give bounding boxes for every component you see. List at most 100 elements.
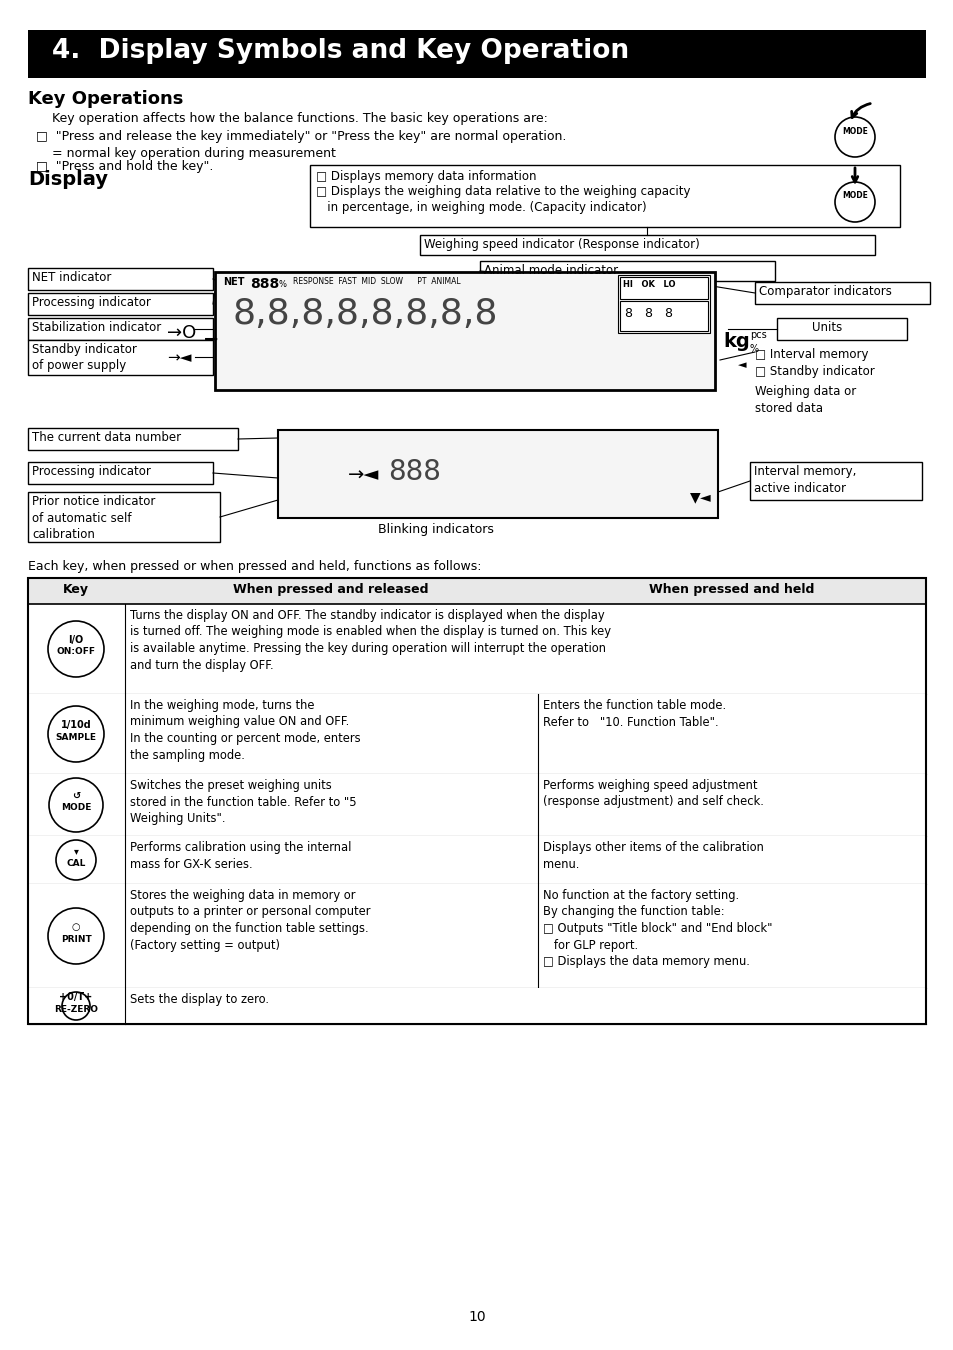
Text: I/O: I/O <box>69 634 84 645</box>
Bar <box>28 293 213 315</box>
Bar <box>619 277 707 298</box>
Bar <box>28 836 925 884</box>
Text: Stores the weighing data in memory or
outputs to a printer or personal computer
: Stores the weighing data in memory or ou… <box>130 890 370 952</box>
Text: pcs: pcs <box>749 329 766 340</box>
Text: □ Interval memory
□ Standby indicator: □ Interval memory □ Standby indicator <box>754 348 874 378</box>
Text: NET: NET <box>223 277 244 288</box>
Text: RESPONSE  FAST  MID  SLOW      PT  ANIMAL: RESPONSE FAST MID SLOW PT ANIMAL <box>293 277 460 286</box>
Text: ↺: ↺ <box>71 791 80 801</box>
Bar <box>28 462 213 485</box>
Text: 888: 888 <box>250 277 279 292</box>
Text: Key: Key <box>63 583 89 595</box>
Bar <box>28 269 213 290</box>
Text: Each key, when pressed or when pressed and held, functions as follows:: Each key, when pressed or when pressed a… <box>28 560 481 572</box>
Bar <box>28 30 925 78</box>
Text: Interval memory,
active indicator: Interval memory, active indicator <box>753 464 856 494</box>
Circle shape <box>48 909 104 964</box>
Bar <box>776 319 906 340</box>
Bar <box>28 428 237 450</box>
Text: □  "Press and hold the key".: □ "Press and hold the key". <box>36 161 213 173</box>
Circle shape <box>62 992 90 1021</box>
Text: Display: Display <box>28 170 108 189</box>
Text: Performs weighing speed adjustment
(response adjustment) and self check.: Performs weighing speed adjustment (resp… <box>542 779 763 809</box>
Text: □ Displays the weighing data relative to the weighing capacity
   in percentage,: □ Displays the weighing data relative to… <box>315 185 690 215</box>
Text: Blinking indicators: Blinking indicators <box>377 522 494 536</box>
Text: MODE: MODE <box>841 127 867 135</box>
Text: MODE: MODE <box>61 803 91 813</box>
Text: Turns the display ON and OFF. The standby indicator is displayed when the displa: Turns the display ON and OFF. The standb… <box>130 609 610 671</box>
Text: No function at the factory setting.
By changing the function table:
□ Outputs "T: No function at the factory setting. By c… <box>542 890 772 968</box>
Circle shape <box>834 117 874 157</box>
Text: −: − <box>203 329 219 350</box>
Circle shape <box>49 778 103 832</box>
Text: kg: kg <box>722 332 749 351</box>
Text: Stabilization indicator: Stabilization indicator <box>32 321 161 333</box>
Text: □  "Press and release the key immediately" or "Press the key" are normal operati: □ "Press and release the key immediately… <box>36 130 566 159</box>
Text: Key operation affects how the balance functions. The basic key operations are:: Key operation affects how the balance fu… <box>52 112 547 126</box>
Text: Units: Units <box>811 321 841 333</box>
Text: 10: 10 <box>468 1310 485 1324</box>
Text: ○: ○ <box>71 922 80 931</box>
Bar <box>28 578 925 603</box>
Text: 8,8,8,8,8,8,8,8: 8,8,8,8,8,8,8,8 <box>233 297 498 331</box>
Bar <box>28 603 925 694</box>
Text: Displays other items of the calibration
menu.: Displays other items of the calibration … <box>542 841 763 871</box>
Text: MODE: MODE <box>841 192 867 201</box>
Text: ◄: ◄ <box>738 360 745 370</box>
Text: HI   OK   LO: HI OK LO <box>622 279 675 289</box>
Text: 4.  Display Symbols and Key Operation: 4. Display Symbols and Key Operation <box>52 38 628 63</box>
Bar <box>28 884 925 988</box>
Text: In the weighing mode, turns the
minimum weighing value ON and OFF.
In the counti: In the weighing mode, turns the minimum … <box>130 699 360 761</box>
Bar <box>28 694 925 774</box>
Bar <box>28 774 925 836</box>
Bar <box>618 275 709 333</box>
Text: The current data number: The current data number <box>32 431 181 444</box>
Text: PRINT: PRINT <box>61 934 91 944</box>
Text: ◄: ◄ <box>700 490 710 504</box>
Text: □ Displays memory data information: □ Displays memory data information <box>315 170 536 184</box>
Text: Sets the display to zero.: Sets the display to zero. <box>130 994 269 1006</box>
Bar <box>28 340 213 375</box>
Text: Comparator indicators: Comparator indicators <box>759 285 891 298</box>
Bar <box>28 578 925 1025</box>
Bar <box>28 988 925 1025</box>
Circle shape <box>48 621 104 676</box>
Text: Key Operations: Key Operations <box>28 90 183 108</box>
Circle shape <box>834 182 874 221</box>
Text: Standby indicator
of power supply: Standby indicator of power supply <box>32 343 136 373</box>
Text: CAL: CAL <box>67 859 86 868</box>
Text: 8   8   8: 8 8 8 <box>624 306 672 320</box>
Text: Weighing speed indicator (Response indicator): Weighing speed indicator (Response indic… <box>423 238 699 251</box>
Bar <box>754 282 929 304</box>
Text: %: % <box>749 344 759 354</box>
Text: SAMPLE: SAMPLE <box>55 733 96 741</box>
Text: →◄: →◄ <box>348 464 379 485</box>
Text: ▾: ▾ <box>73 846 78 856</box>
Bar <box>28 319 213 340</box>
Text: Processing indicator: Processing indicator <box>32 296 151 309</box>
Text: RE-ZERO: RE-ZERO <box>54 1004 98 1014</box>
Circle shape <box>48 706 104 761</box>
Text: →◄: →◄ <box>167 350 192 365</box>
Text: Performs calibration using the internal
mass for GX-K series.: Performs calibration using the internal … <box>130 841 351 871</box>
Bar <box>277 431 718 518</box>
Text: ▼: ▼ <box>689 490 700 504</box>
Bar <box>419 235 874 255</box>
Circle shape <box>56 840 96 880</box>
Text: →O: →O <box>167 324 196 342</box>
Text: Enters the function table mode.
Refer to   "10. Function Table".: Enters the function table mode. Refer to… <box>542 699 725 729</box>
Text: Animal mode indicator: Animal mode indicator <box>483 265 618 277</box>
Text: When pressed and held: When pressed and held <box>649 583 814 595</box>
Text: Switches the preset weighing units
stored in the function table. Refer to "5
Wei: Switches the preset weighing units store… <box>130 779 356 825</box>
Bar <box>479 261 774 281</box>
Text: When pressed and released: When pressed and released <box>233 583 428 595</box>
Text: 888: 888 <box>388 458 440 486</box>
Text: NET indicator: NET indicator <box>32 271 112 284</box>
Text: Weighing data or
stored data: Weighing data or stored data <box>754 385 856 414</box>
Text: Prior notice indicator
of automatic self
calibration: Prior notice indicator of automatic self… <box>32 495 155 541</box>
Bar <box>619 301 707 331</box>
Text: ON:OFF: ON:OFF <box>56 648 95 656</box>
Bar <box>310 165 899 227</box>
Text: 1/10d: 1/10d <box>61 720 91 730</box>
Bar <box>214 271 714 390</box>
